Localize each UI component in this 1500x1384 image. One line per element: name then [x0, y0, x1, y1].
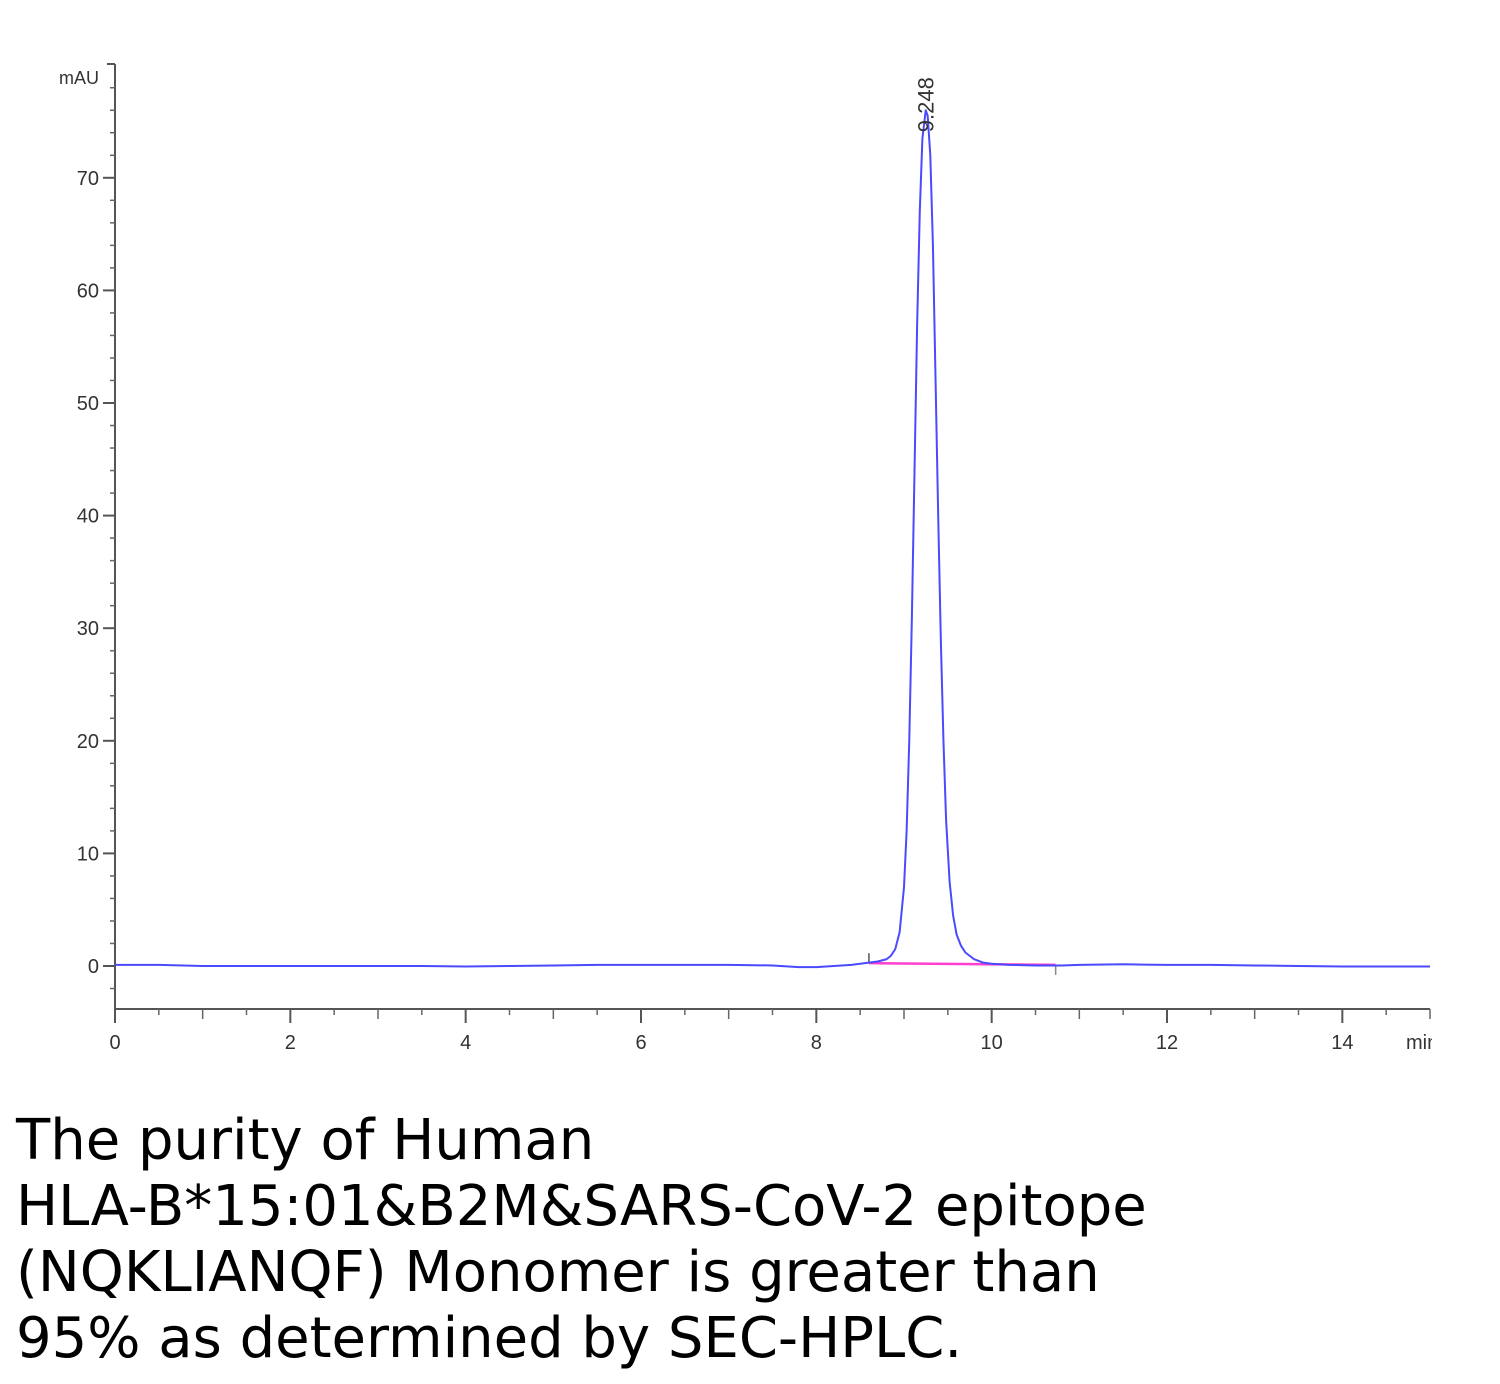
- x-axis: 0 2 4 6 8 10 12 14: [109, 1008, 1431, 1054]
- x-tick-label: 4: [460, 1032, 471, 1054]
- x-tick-label: 6: [635, 1032, 646, 1054]
- x-tick-label: 0: [109, 1032, 120, 1054]
- plot-area: 9.248: [115, 77, 1430, 975]
- x-axis-label: min: [1406, 1032, 1438, 1054]
- y-axis-label: mAU: [59, 68, 99, 88]
- y-axis: 0 10 20 30 40 50 60 70: [77, 63, 116, 1009]
- y-tick-label: 30: [77, 618, 99, 640]
- chromatogram-chart: 0 10 20 30 40 50 60 70 0 2 4 6 8 10 12 14 9.248 mAU mi…: [59, 63, 1438, 1054]
- y-tick-label: 60: [77, 280, 99, 302]
- figure-caption: The purity of Human HLA-B*15:01&B2M&SARS…: [16, 1108, 1476, 1372]
- x-tick-label: 14: [1331, 1032, 1353, 1054]
- x-tick-label: 2: [285, 1032, 296, 1054]
- y-tick-label: 70: [77, 168, 99, 190]
- peak-label: 9.248: [914, 77, 939, 132]
- y-tick-label: 0: [88, 956, 99, 978]
- y-tick-label: 10: [77, 843, 99, 865]
- caption-line: 95% as determined by SEC-HPLC.: [16, 1306, 963, 1371]
- caption-line: HLA-B*15:01&B2M&SARS-CoV-2 epitope: [16, 1174, 1147, 1239]
- x-tick-label: 10: [981, 1032, 1003, 1054]
- y-tick-label: 20: [77, 731, 99, 753]
- x-tick-label: 12: [1156, 1032, 1178, 1054]
- y-tick-label: 50: [77, 393, 99, 415]
- chromatogram-series-line: [115, 109, 1430, 969]
- caption-line: The purity of Human: [16, 1108, 595, 1173]
- caption-line: (NQKLIANQF) Monomer is greater than: [16, 1240, 1100, 1305]
- x-tick-label: 8: [811, 1032, 822, 1054]
- y-tick-label: 40: [77, 506, 99, 528]
